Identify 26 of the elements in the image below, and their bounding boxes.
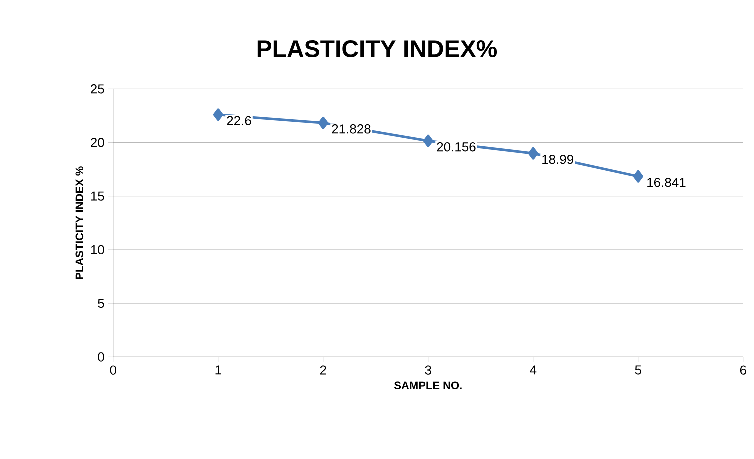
x-tick-label: 2 (320, 366, 326, 375)
x-axis-title: SAMPLE NO. (394, 382, 462, 390)
text: 22.6 (227, 116, 252, 126)
y-tick-label: 20 (91, 138, 104, 148)
y-axis-title: PLASTICITY INDEX % (76, 166, 84, 280)
x-tick-label: 6 (740, 366, 746, 375)
text: 18.99 (542, 154, 574, 164)
text: 21.828 (332, 124, 371, 134)
y-tick-label: 10 (91, 245, 104, 255)
text: 16.841 (648, 178, 686, 188)
x-tick-label: 4 (530, 366, 537, 375)
x-tick-label: 5 (635, 366, 642, 375)
point (213, 108, 224, 122)
point (318, 116, 328, 130)
text: 20.156 (437, 142, 476, 152)
point (633, 170, 644, 183)
y-tick-label: 5 (98, 299, 104, 308)
x-tick-label: 1 (216, 366, 222, 375)
y-tick-label: 0 (98, 352, 104, 362)
y-tick-label: 15 (91, 192, 104, 201)
x-tick-label: 0 (110, 366, 117, 375)
point (423, 134, 434, 148)
chart-title: PLASTICITY INDEX% (258, 40, 498, 58)
point (528, 147, 538, 160)
y-tick-label: 25 (91, 84, 104, 94)
x-tick-label: 3 (425, 366, 432, 375)
